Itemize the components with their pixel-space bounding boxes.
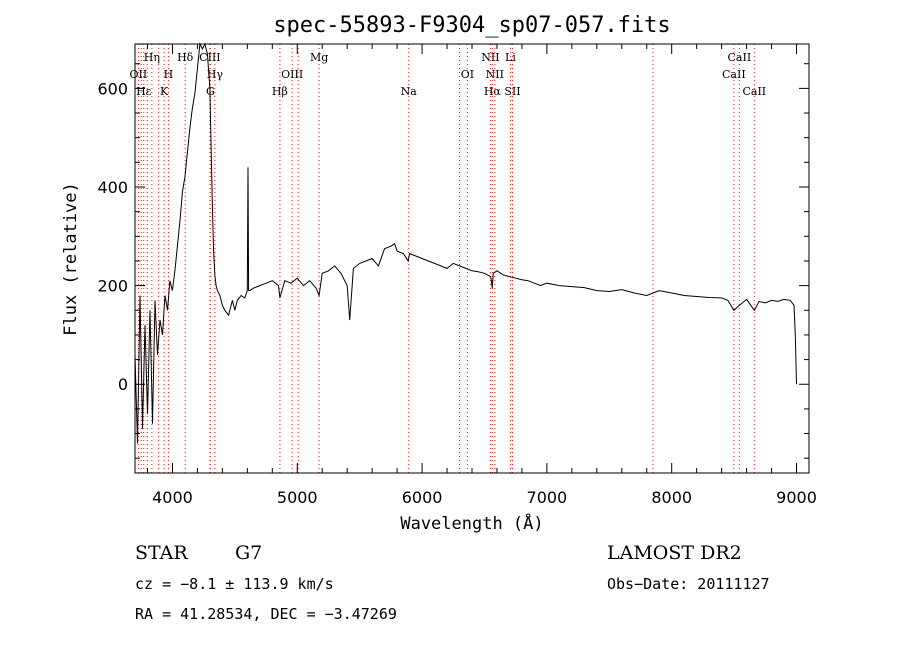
x-tick-label: 6000 — [402, 488, 443, 507]
y-tick-label: 200 — [97, 277, 128, 296]
line-label: Li — [505, 51, 516, 64]
x-tick-label: 4000 — [152, 488, 193, 507]
line-label: Hε — [136, 85, 152, 98]
coordinates-text: RA = 41.28534, DEC = −3.47269 — [135, 605, 397, 623]
line-label: Hα — [484, 85, 502, 98]
y-tick-label: 400 — [97, 178, 128, 197]
x-axis: 4000 5000 6000 7000 8000 9000 — [146, 44, 817, 507]
chart-title: spec-55893-F9304_sp07-057.fits — [273, 13, 670, 38]
line-label: H — [164, 68, 174, 81]
line-label: CaII — [722, 68, 746, 81]
line-label: OIII — [281, 68, 303, 81]
line-label: CaII — [742, 85, 766, 98]
line-label: Hβ — [272, 85, 288, 98]
survey-name: LAMOST DR2 — [607, 542, 742, 564]
line-label: Hγ — [207, 68, 224, 81]
redshift-text: cz = −8.1 ± 113.9 km/s — [135, 575, 334, 593]
line-label: CaII — [728, 51, 752, 64]
line-label: K — [160, 85, 169, 98]
line-label: Na — [401, 85, 418, 98]
x-tick-label: 5000 — [277, 488, 318, 507]
line-label: Hδ — [177, 51, 194, 64]
line-label: NII — [486, 68, 504, 81]
y-axis: 0 200 400 600 — [97, 63, 809, 459]
object-class: STAR — [135, 542, 188, 564]
x-axis-label: Wavelength (Å) — [400, 512, 543, 534]
spectrum-line — [134, 42, 797, 444]
line-label: OI — [461, 68, 474, 81]
x-tick-label: 8000 — [651, 488, 692, 507]
y-axis-label: Flux (relative) — [61, 182, 81, 336]
x-tick-label: 7000 — [527, 488, 568, 507]
x-tick-label: 9000 — [776, 488, 817, 507]
plot-frame — [134, 43, 810, 474]
object-subclass: G7 — [235, 542, 262, 564]
line-label: NII — [481, 51, 499, 64]
line-label: Hη — [144, 51, 160, 64]
obs-date: Obs−Date: 20111127 — [607, 575, 770, 593]
y-tick-label: 0 — [118, 375, 128, 394]
line-label: SII — [504, 85, 520, 98]
line-markers — [137, 44, 755, 473]
y-tick-label: 600 — [97, 79, 128, 98]
line-label: Mg — [310, 51, 328, 64]
line-label: CIII — [199, 51, 220, 64]
line-label: OII — [130, 68, 148, 81]
